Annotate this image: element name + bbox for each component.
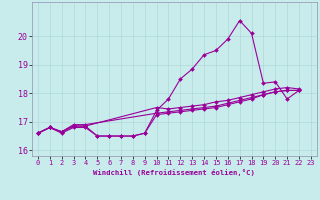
X-axis label: Windchill (Refroidissement éolien,°C): Windchill (Refroidissement éolien,°C) [93, 169, 255, 176]
